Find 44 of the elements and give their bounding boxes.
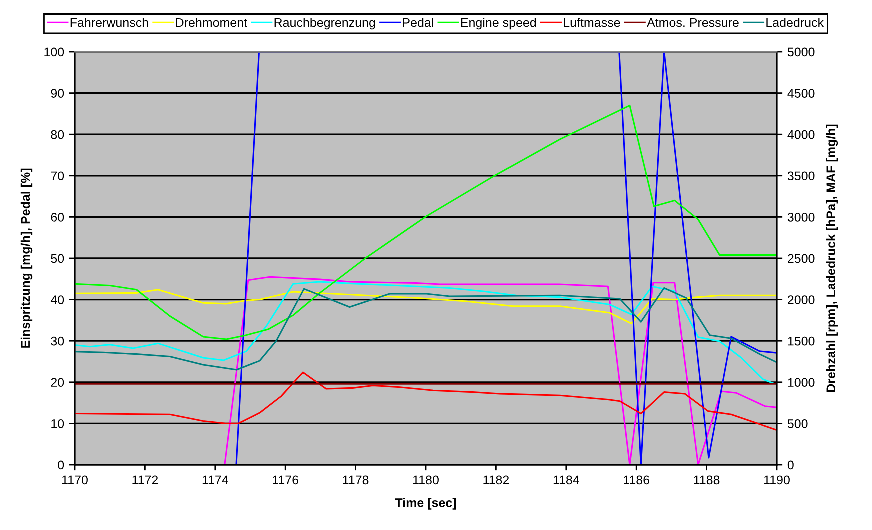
y2-tick-label: 3500 [788,172,815,181]
y2-tick-label: 500 [788,420,808,428]
y-axis-title: Einspritzung [mg/h], Pedal [%] [20,168,33,348]
x-tick-label: 1170 [62,476,88,485]
legend-label: Engine speed [461,18,536,30]
y-tick-label: 80 [51,130,64,140]
y2-tick-label: 4500 [788,89,815,98]
x-tick-label: 1190 [764,476,790,485]
y2-tick-label: 3000 [788,213,815,222]
x-tick-label: 1176 [273,476,298,485]
y-tick-label: 50 [51,254,64,264]
y-tick-label: 30 [51,336,64,346]
y-tick-label: 0 [58,460,64,470]
y2-tick-label: 2000 [788,296,815,304]
y2-tick-label: 5000 [788,48,815,57]
x-tick-label: 1180 [414,476,439,485]
y-tick-label: 90 [51,89,64,98]
legend-label: Luftmasse [564,18,620,28]
x-tick-label: 1172 [132,476,158,484]
y-tick-label: 20 [51,378,64,388]
y2-tick-label: 2500 [788,254,815,264]
y2-tick-label: 0 [788,460,794,470]
y2-tick-label: 4000 [788,130,815,140]
x-tick-label: 1186 [624,476,650,485]
y2-axis-title: Drehzahl [rpm], Ladedruck [hPa], MAF [mg/h] [826,124,838,392]
y-tick-label: 40 [50,296,64,304]
x-tick-label: 1182 [484,476,510,485]
y-tick-label: 70 [51,172,64,181]
legend-label: Ladedruck [766,18,824,28]
y-tick-label: 10 [52,420,64,428]
legend-label: Atmos. Pressure [647,18,739,28]
legend-label: Fahrerwunsch [70,18,148,28]
y2-tick-label: 1500 [788,336,815,346]
x-tick-label: 1174 [202,476,228,484]
x-tick-label: 1184 [554,476,580,485]
y-tick-label: 100 [44,48,64,57]
legend-label: Rauchbegrenzung [274,18,376,30]
x-tick-label: 1178 [343,476,369,485]
x-axis-title: Time [sec] [395,498,456,510]
legend-label: Pedal [403,18,434,28]
y2-tick-label: 1000 [788,378,815,388]
x-tick-label: 1188 [694,476,720,485]
y-tick-label: 60 [51,213,64,222]
legend-label: Drehmoment [176,18,248,28]
